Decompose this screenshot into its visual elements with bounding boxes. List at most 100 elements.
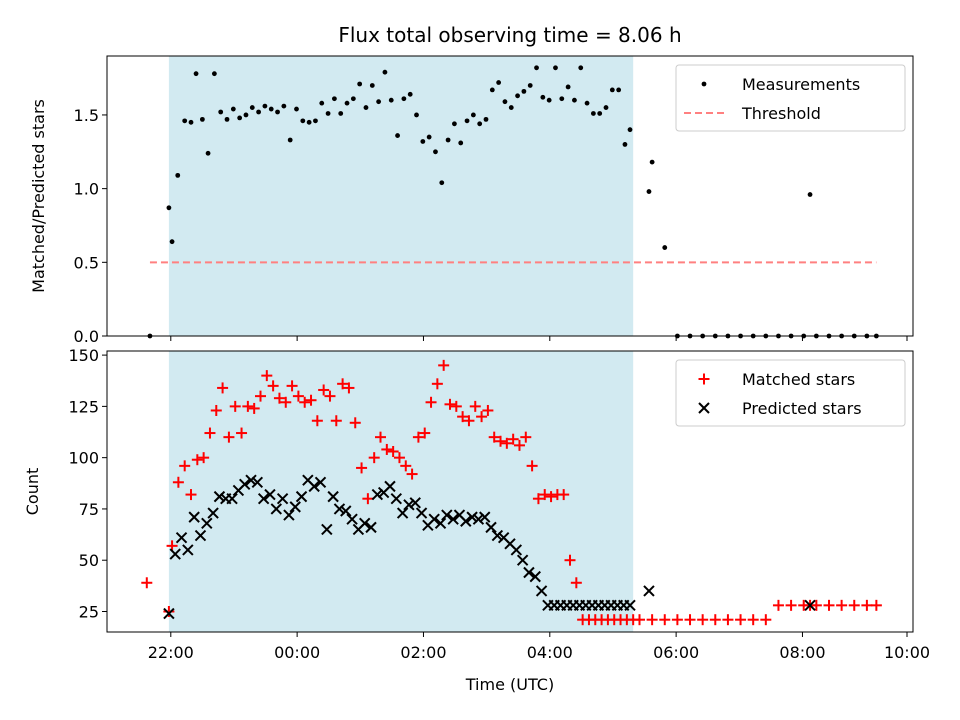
matched-star-point xyxy=(242,400,254,412)
matched-star-point xyxy=(406,468,418,480)
matched-star-point xyxy=(179,460,191,472)
y-tick-label: 150 xyxy=(68,346,99,365)
matched-star-point xyxy=(299,396,311,408)
predicted-star-point xyxy=(466,511,478,523)
matched-star-point xyxy=(267,380,279,392)
predicted-star-point xyxy=(396,507,409,519)
measurement-point xyxy=(445,137,451,143)
measurement-point xyxy=(382,69,388,75)
measurement-point xyxy=(597,111,603,116)
matched-star-point xyxy=(747,614,759,626)
measurement-point xyxy=(388,97,394,103)
measurement-point xyxy=(649,159,655,165)
matched-star-point xyxy=(684,614,696,626)
measurement-point xyxy=(262,103,268,109)
matched-star-point xyxy=(387,446,399,458)
measurement-point xyxy=(205,150,211,156)
matched-star-point xyxy=(457,411,469,423)
matched-star-point xyxy=(204,427,216,439)
bottom-y-ticks: 25 50 75 100 125 150 xyxy=(68,346,107,621)
matched-star-point xyxy=(488,431,500,443)
x-tick-label: 08:00 xyxy=(779,643,825,662)
matched-star-point xyxy=(507,433,519,445)
x-axis-label: Time (UTC) xyxy=(465,675,554,694)
measurement-point xyxy=(603,105,609,110)
matched-star-point xyxy=(772,599,784,611)
measurement-point xyxy=(401,96,407,102)
y-tick-label: 1.5 xyxy=(74,106,99,125)
x-tick-label: 06:00 xyxy=(653,643,699,662)
measurement-point xyxy=(426,134,432,140)
matched-star-point xyxy=(823,599,835,611)
predicted-star-point xyxy=(510,544,523,556)
predicted-star-point xyxy=(409,497,421,509)
matched-star-point xyxy=(520,431,532,443)
matched-star-point xyxy=(482,404,494,416)
measurement-point xyxy=(489,87,495,93)
bottom-legend: Matched stars Predicted stars xyxy=(675,359,906,427)
measurement-point xyxy=(243,112,249,118)
predicted-star-point xyxy=(390,492,403,505)
predicted-star-point xyxy=(804,599,816,612)
matched-star-point xyxy=(261,370,273,382)
matched-star-point xyxy=(141,577,153,589)
matched-star-point xyxy=(280,396,292,408)
measurement-point xyxy=(616,87,622,93)
matched-star-point xyxy=(400,460,412,472)
measurement-point xyxy=(313,118,318,124)
y-tick-label: 1.0 xyxy=(74,180,99,199)
x-tick-label: 10:00 xyxy=(884,643,930,662)
legend-label: Predicted stars xyxy=(742,399,862,418)
matched-star-point xyxy=(163,605,175,617)
measurement-point xyxy=(395,133,400,138)
measurement-point xyxy=(590,111,596,116)
predicted-star-point xyxy=(270,503,282,515)
matched-star-point xyxy=(286,380,298,392)
predicted-star-point xyxy=(245,474,257,486)
matched-star-point xyxy=(292,390,304,402)
matched-star-point xyxy=(469,400,481,412)
measurement-point xyxy=(439,180,445,186)
measurement-point xyxy=(470,112,476,118)
predicted-star-point xyxy=(491,529,504,542)
y-tick-label: 100 xyxy=(68,449,99,468)
predicted-star-point xyxy=(257,492,270,505)
top-y-ticks: 0.0 0.5 1.0 1.5 xyxy=(74,106,107,346)
predicted-star-point xyxy=(238,478,251,491)
top-x-ticks xyxy=(170,336,908,341)
measurement-point xyxy=(540,94,546,100)
bottom-y-axis-label: Count xyxy=(23,468,42,516)
x-tick-label: 02:00 xyxy=(400,643,446,662)
matched-star-point xyxy=(495,435,507,447)
measurement-point xyxy=(662,245,668,250)
matched-star-point xyxy=(343,382,355,394)
measurement-point xyxy=(166,205,172,211)
predicted-star-point xyxy=(308,480,320,493)
matched-star-point xyxy=(362,493,374,505)
measurement-point xyxy=(344,100,350,106)
legend-label: Matched stars xyxy=(742,370,855,389)
measurement-point xyxy=(553,65,558,71)
measurement-point xyxy=(350,96,356,102)
x-tick-label: 00:00 xyxy=(274,643,320,662)
measurement-point xyxy=(407,91,413,97)
measurement-point xyxy=(175,172,181,178)
predicted-star-point xyxy=(175,531,188,544)
predicted-star-point xyxy=(485,521,497,534)
matched-star-point xyxy=(337,378,349,390)
matched-star-point xyxy=(419,427,431,439)
predicted-star-point xyxy=(327,490,339,503)
x-tick-label: 22:00 xyxy=(148,643,194,662)
measurement-point xyxy=(357,81,363,87)
predicted-star-point xyxy=(213,490,226,503)
predicted-star-point xyxy=(371,488,384,501)
bottom-x-ticks: 22:00 00:00 02:00 04:00 06:00 08:00 10:00 xyxy=(148,632,930,662)
predicted-star-point xyxy=(447,513,459,525)
y-tick-label: 0.0 xyxy=(74,327,99,346)
measurement-point xyxy=(325,111,331,116)
predicted-star-point xyxy=(276,492,289,505)
predicted-star-point xyxy=(441,509,453,521)
measurement-point xyxy=(502,99,508,105)
predicted-star-point xyxy=(340,505,352,517)
matched-star-point xyxy=(236,427,248,439)
